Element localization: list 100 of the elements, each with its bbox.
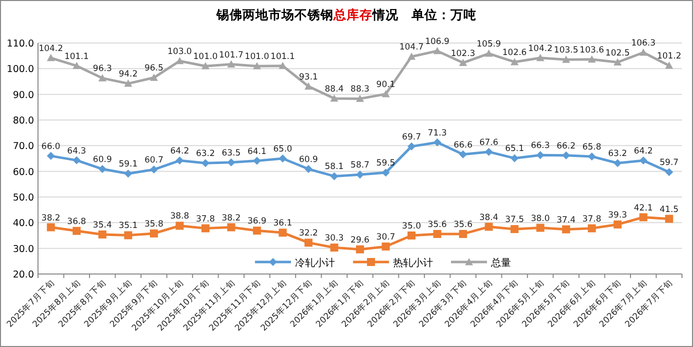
point <box>46 152 55 160</box>
point <box>176 156 184 165</box>
point <box>330 244 338 252</box>
data-label: 66.3 <box>530 141 550 152</box>
y-tick-label: 50.0 <box>12 192 34 204</box>
data-label: 36.8 <box>67 216 86 227</box>
point <box>510 58 519 66</box>
point <box>356 94 364 102</box>
point <box>408 52 416 60</box>
data-label: 30.3 <box>324 234 344 244</box>
point <box>665 168 674 176</box>
data-label: 37.4 <box>556 215 576 226</box>
data-label: 35.6 <box>454 220 473 230</box>
data-label: 103.6 <box>580 45 604 56</box>
data-label: 38.4 <box>479 212 498 223</box>
data-label: 35.8 <box>144 219 164 230</box>
data-label: 36.1 <box>273 218 292 229</box>
point <box>98 74 106 82</box>
data-label: 88.4 <box>324 84 344 94</box>
data-label: 60.7 <box>144 156 164 166</box>
data-label: 59.5 <box>376 158 396 169</box>
data-label: 94.2 <box>118 70 138 80</box>
point <box>562 56 570 63</box>
point <box>330 172 338 180</box>
legend-label: 热轧小计 <box>393 257 433 269</box>
data-label: 35.1 <box>118 221 138 232</box>
point <box>356 170 364 179</box>
point <box>252 226 261 235</box>
data-label: 101.0 <box>244 52 270 62</box>
point <box>536 151 544 160</box>
y-tick-label: 20.0 <box>12 270 34 280</box>
point <box>330 94 338 102</box>
data-label: 42.1 <box>634 203 653 214</box>
point <box>614 58 622 66</box>
data-label: 104.7 <box>399 42 424 53</box>
point <box>227 60 236 68</box>
point <box>150 229 158 238</box>
point <box>382 90 390 98</box>
point <box>459 58 468 66</box>
data-label: 102.6 <box>502 48 527 58</box>
data-label: 35.0 <box>402 222 421 232</box>
y-tick-label: 80.0 <box>12 116 34 126</box>
point <box>562 151 570 160</box>
data-label: 63.5 <box>222 148 241 158</box>
data-label: 65.1 <box>505 144 524 154</box>
data-label: 101.2 <box>656 52 682 62</box>
point <box>227 223 236 232</box>
point <box>201 62 210 70</box>
data-label: 93.1 <box>299 72 318 82</box>
point <box>433 230 442 238</box>
chart-title: 锡佛两地市场不锈钢总库存情况 单位：万吨 <box>216 7 476 22</box>
data-label: 60.9 <box>299 155 318 166</box>
point <box>201 159 210 168</box>
data-label: 41.5 <box>660 204 679 215</box>
point <box>304 82 312 90</box>
data-label: 88.3 <box>350 84 370 95</box>
data-label: 65.8 <box>582 142 602 152</box>
legend-label: 冷轧小计 <box>295 257 335 269</box>
data-label: 63.2 <box>196 149 215 160</box>
point <box>588 152 596 160</box>
data-label: 32.2 <box>299 228 318 239</box>
point <box>124 80 132 87</box>
point <box>252 156 261 165</box>
data-label: 102.5 <box>605 48 630 58</box>
point <box>176 56 184 64</box>
point <box>588 55 596 63</box>
data-label: 38.8 <box>170 212 190 222</box>
point <box>536 54 544 62</box>
data-label: 96.3 <box>92 64 112 74</box>
point <box>433 138 442 146</box>
point <box>72 156 81 164</box>
y-tick-label: 30.0 <box>12 244 34 255</box>
point <box>227 158 236 166</box>
point <box>124 231 132 240</box>
data-label: 59.7 <box>660 158 679 168</box>
point <box>665 214 674 223</box>
data-label: 103.5 <box>554 46 578 56</box>
data-label: 59.1 <box>118 160 138 170</box>
point <box>98 230 106 238</box>
point <box>252 62 261 70</box>
point <box>382 242 390 251</box>
y-tick-label: 90.0 <box>12 90 34 101</box>
point <box>124 170 132 178</box>
data-label: 35.6 <box>428 220 447 230</box>
point <box>484 148 493 156</box>
y-tick-label: 70.0 <box>12 141 34 152</box>
point <box>46 54 55 62</box>
point <box>639 48 648 56</box>
data-label: 64.2 <box>634 146 653 157</box>
point <box>484 222 493 231</box>
point <box>639 156 648 165</box>
data-label: 105.9 <box>476 40 501 50</box>
data-label: 104.2 <box>38 44 64 54</box>
legend-label: 总量 <box>490 257 511 269</box>
data-label: 101.1 <box>270 52 295 62</box>
data-label: 29.6 <box>350 235 370 246</box>
point <box>665 62 674 69</box>
data-label: 38.2 <box>222 213 241 224</box>
point <box>150 74 158 81</box>
data-label: 71.3 <box>428 128 447 138</box>
